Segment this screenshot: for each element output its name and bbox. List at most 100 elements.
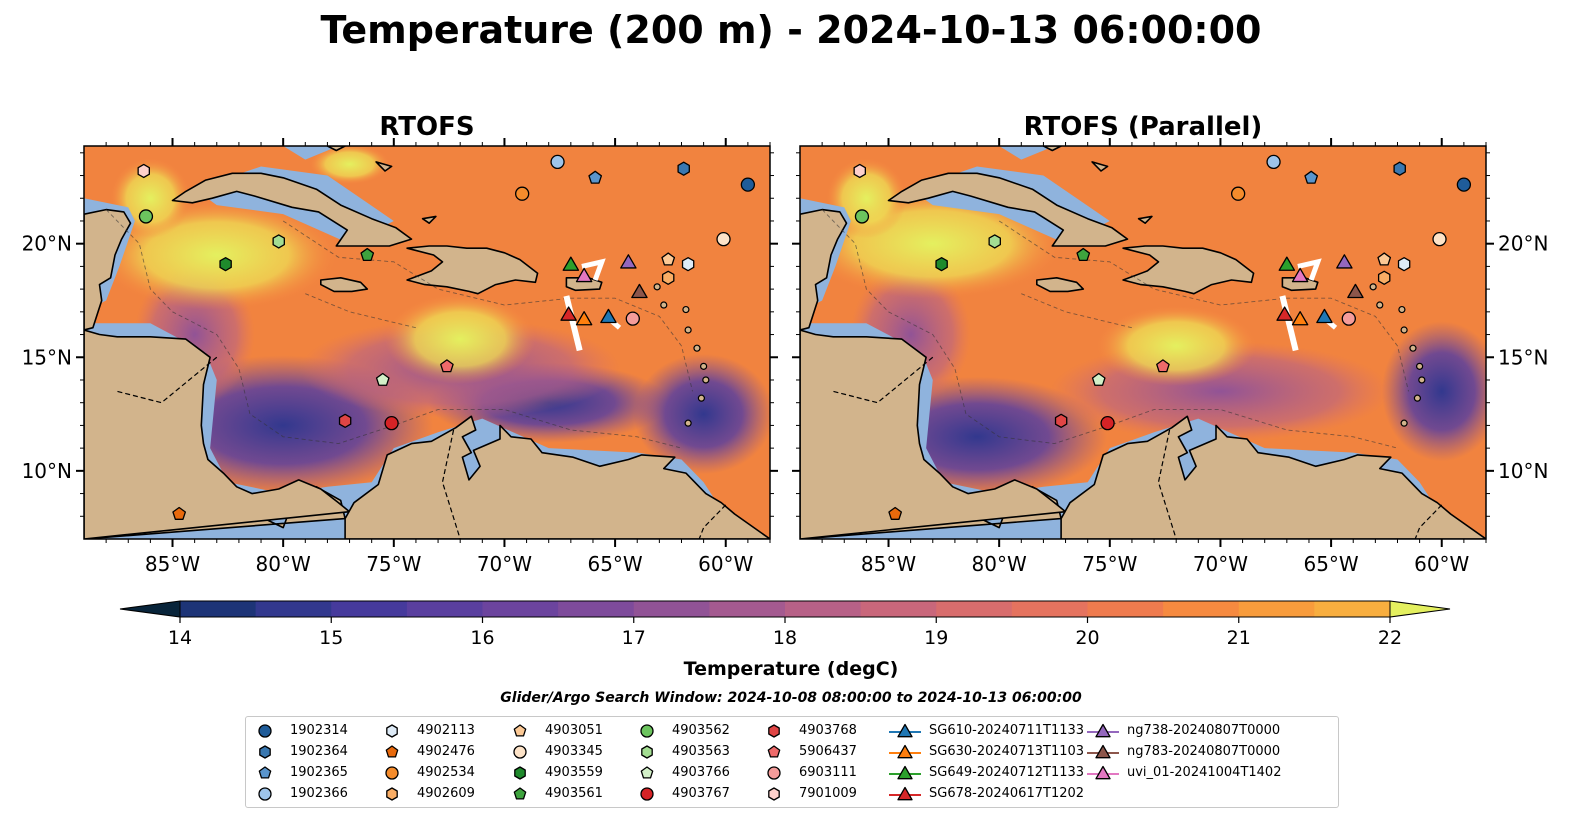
float-marker-1902314 [740,177,756,192]
float-marker-5906437 [440,359,454,373]
colorbar-tick-label: 16 [470,627,494,649]
hexagon-marker-icon [641,745,653,759]
circle-marker-icon [767,766,781,780]
triangle-marker-icon [889,765,921,780]
float-marker-4903766 [1091,372,1106,386]
triangle-icon [897,786,913,801]
glider-marker-SG610-20240711T1133 [1316,308,1333,324]
triangle-marker-icon [1087,765,1119,780]
pentagon-icon [258,766,272,779]
float-marker-4903768 [1054,413,1068,429]
pentagon-marker-icon [258,766,272,779]
float-marker-4902113 [681,256,695,272]
legend-label: ng783-20240807T0000 [1127,744,1281,759]
float-marker-4903767 [384,415,399,431]
glider-marker-uvi_01-20241004T1402 [575,267,593,283]
circle-marker-icon [385,766,399,780]
colorbar-min-extend [119,600,181,618]
legend-label: 4903345 [545,744,603,759]
float-marker-4902113 [1397,256,1411,272]
glider-marker-SG610-20240711T1133 [600,308,617,324]
x-tick-label: 80°W [256,552,311,576]
map-panel-rtofs: 85°W 80°W 75°W 70°W 65°W 60°W 10°N 15°N 20°N [22,138,778,576]
hexagon-marker-icon [768,724,780,738]
float-marker-4903561 [1076,247,1091,261]
float-marker-4903051 [661,252,676,266]
triangle-marker-icon [1087,723,1119,738]
legend-label: SG610-20240711T1133 [929,723,1085,738]
y-tick-label: 20°N [1498,232,1548,256]
float-marker-4903768 [338,413,352,429]
colorbar: 14 15 16 17 18 19 20 21 22 [119,600,1451,649]
float-marker-4903563 [272,234,285,249]
legend-label: 4903766 [672,765,730,780]
circle-marker-icon [640,724,654,738]
legend-label: 4903051 [545,723,603,738]
circle-marker-icon [513,745,527,759]
float-marker-7901009 [853,163,866,179]
legend-label: 4902476 [417,744,475,759]
x-tick-label: 85°W [861,552,916,576]
float-marker-4903559 [219,256,232,272]
float-marker-4902609 [1377,270,1391,285]
circle-marker-icon [258,724,272,738]
hexagon-icon [641,745,653,759]
y-tick-label: 15°N [1498,345,1548,369]
legend-label: 1902365 [290,765,348,780]
float-marker-7901009 [137,163,150,179]
float-marker-1902364 [1393,161,1406,176]
legend-label: 1902366 [290,786,348,801]
y-tick-label: 10°N [1498,459,1548,483]
x-tick-label: 60°W [1414,552,1469,576]
triangle-icon [897,723,913,738]
circle-icon [640,724,654,738]
colorbar-tick-label: 21 [1227,627,1251,649]
legend-label: 4903562 [672,723,730,738]
hexagon-marker-icon [259,745,271,759]
x-tick-label: 70°W [477,552,532,576]
glider-marker-ng783-20240807T0000 [631,283,648,299]
float-marker-4903766 [375,372,390,386]
pentagon-icon [513,787,527,800]
float-marker-1902366 [550,154,565,170]
glider-marker-uvi_01-20241004T1402 [1291,267,1309,283]
y-tick-label: 15°N [22,345,72,369]
pentagon-icon [767,745,781,758]
legend-label: 1902314 [290,723,348,738]
glider-marker-SG649-20240712T1133 [562,256,580,271]
search-window-text: Glider/Argo Search Window: 2024-10-08 08… [500,690,1082,706]
triangle-icon [1095,765,1111,780]
circle-marker-icon [258,787,272,801]
pentagon-marker-icon [513,787,527,800]
legend-label: ng738-20240807T0000 [1127,723,1281,738]
legend-label: 7901009 [799,786,857,801]
float-marker-4903051 [1377,252,1392,266]
float-marker-4903767 [1100,415,1115,431]
float-marker-5906437 [1156,359,1170,373]
float-marker-4903561 [360,247,375,261]
colorbar-label: Temperature (degC) [683,658,899,680]
x-tick-label: 75°W [366,552,421,576]
pentagon-icon [640,766,654,779]
glider-marker-ng738-20240807T0000 [1336,254,1353,269]
circle-icon [258,724,272,738]
circle-marker-icon [640,787,654,801]
x-tick-label: 60°W [698,552,753,576]
circle-icon [513,745,527,759]
legend-label: 4903561 [545,786,603,801]
float-marker-4903345 [1432,231,1447,247]
y-tick-label: 20°N [22,232,72,256]
legend-label: uvi_01-20241004T1402 [1127,765,1282,780]
circle-icon [767,766,781,780]
colorbar-tick-label: 14 [168,627,192,649]
legend-label: SG678-20240617T1202 [929,786,1085,801]
float-marker-4903562 [854,209,870,224]
hexagon-icon [768,724,780,738]
float-marker-1902314 [1456,177,1472,192]
x-tick-label: 75°W [1082,552,1137,576]
pentagon-marker-icon [767,745,781,758]
colorbar-tick-label: 15 [319,627,343,649]
legend-label: 4903767 [672,786,730,801]
colorbar-tick-label: 19 [924,627,948,649]
colorbar-max-extend [1389,600,1451,618]
